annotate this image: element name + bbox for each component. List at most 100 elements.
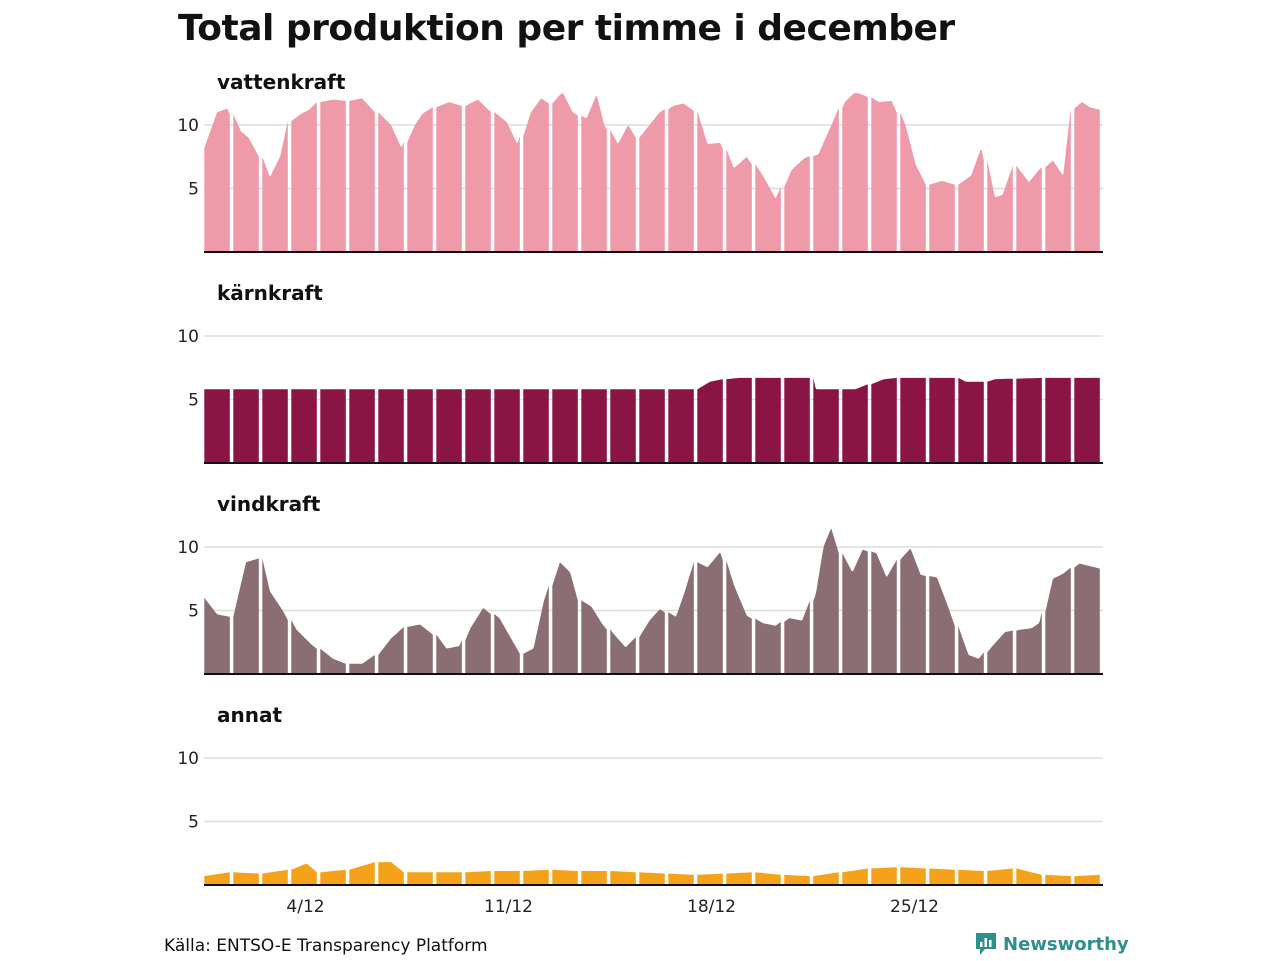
bar-vattenkraft-day-13: [552, 93, 578, 252]
bar-annat-day-25: [900, 867, 926, 885]
bar-kärnkraft-day-15: [610, 389, 636, 463]
bar-vattenkraft-day-11: [494, 111, 520, 253]
bar-kärnkraft-day-13: [552, 389, 578, 463]
bar-vattenkraft-day-25: [900, 112, 926, 253]
bar-annat-day-1: [204, 872, 230, 885]
bar-vattenkraft-day-8: [407, 107, 433, 252]
bar-kärnkraft-day-24: [871, 377, 897, 463]
y-tick-label: 5: [188, 180, 199, 200]
bar-kärnkraft-day-17: [668, 389, 694, 463]
bar-vindkraft-day-27: [958, 626, 984, 674]
bar-vattenkraft-day-17: [668, 103, 694, 252]
bar-annat-day-10: [465, 871, 491, 885]
bar-kärnkraft-day-23: [842, 384, 868, 463]
bar-vattenkraft-day-2: [233, 114, 259, 252]
chart-title: Total produktion per timme i december: [178, 8, 955, 49]
bar-vindkraft-day-13: [552, 562, 578, 674]
bar-kärnkraft-day-19: [726, 377, 752, 463]
y-tick-label: 5: [188, 813, 199, 833]
bar-annat-day-16: [639, 872, 665, 885]
bar-annat-day-22: [813, 872, 839, 885]
bar-vindkraft-day-24: [871, 551, 897, 674]
bar-kärnkraft-day-14: [581, 389, 607, 463]
bar-vattenkraft-day-6: [349, 98, 375, 252]
bar-annat-day-6: [349, 862, 375, 885]
bar-kärnkraft-day-26: [929, 377, 955, 463]
bar-annat-day-4: [291, 863, 317, 885]
bar-vindkraft-day-6: [349, 655, 375, 674]
x-tick-label: 25/12: [890, 897, 939, 917]
bar-vattenkraft-day-21: [784, 156, 810, 252]
brand-logo-group[interactable]: Newsworthy: [975, 932, 1129, 956]
bar-kärnkraft-day-9: [436, 389, 462, 463]
source-note: Källa: ENTSO-E Transparency Platform: [164, 936, 488, 956]
bar-vattenkraft-day-15: [610, 125, 636, 252]
y-tick-label: 5: [188, 391, 199, 411]
bar-kärnkraft-day-7: [378, 389, 404, 463]
panel-vattenkraft: 5 10 vattenkraft: [177, 70, 1103, 253]
panel-vindkraft: 5 10 vindkraft: [177, 492, 1103, 675]
bar-vindkraft-day-1: [204, 597, 230, 674]
bar-vattenkraft-day-31: [1074, 102, 1100, 252]
bar-vindkraft-day-28: [987, 630, 1013, 674]
bar-vattenkraft-day-20: [755, 164, 781, 252]
bar-vindkraft-day-15: [610, 629, 636, 674]
bar-vindkraft-day-10: [465, 608, 491, 674]
bar-vindkraft-day-20: [755, 618, 781, 674]
bar-vattenkraft-day-1: [204, 108, 230, 252]
bar-annat-day-13: [552, 869, 578, 885]
bar-vindkraft-day-25: [900, 549, 926, 674]
bar-vindkraft-day-29: [1016, 612, 1042, 674]
bar-kärnkraft-day-6: [349, 389, 375, 463]
bar-vattenkraft-day-10: [465, 99, 491, 252]
bar-vattenkraft-day-16: [639, 109, 665, 252]
bar-vattenkraft-day-27: [958, 149, 984, 252]
bar-vattenkraft-day-23: [842, 93, 868, 252]
bar-kärnkraft-day-2: [233, 389, 259, 463]
bar-annat-day-5: [320, 869, 346, 885]
bar-vindkraft-day-8: [407, 624, 433, 674]
bar-annat-day-23: [842, 868, 868, 885]
bar-annat-day-8: [407, 872, 433, 885]
bar-vattenkraft-day-14: [581, 95, 607, 252]
panel-kärnkraft: 5 10 kärnkraft: [177, 281, 1103, 464]
panel-title-vindkraft: vindkraft: [217, 492, 321, 516]
bar-kärnkraft-day-16: [639, 389, 665, 463]
panel-title-vattenkraft: vattenkraft: [217, 70, 346, 94]
bar-vattenkraft-day-5: [320, 99, 346, 252]
bar-annat-day-2: [233, 872, 259, 885]
bar-vindkraft-day-21: [784, 600, 810, 674]
bar-vindkraft-day-4: [291, 620, 317, 674]
bar-vindkraft-day-2: [233, 558, 259, 674]
bar-kärnkraft-day-27: [958, 377, 984, 463]
bar-annat-day-21: [784, 874, 810, 885]
bar-kärnkraft-day-12: [523, 389, 549, 463]
bar-vindkraft-day-19: [726, 560, 752, 674]
bar-annat-day-27: [958, 869, 984, 885]
bar-annat-day-28: [987, 868, 1013, 885]
x-tick-label: 18/12: [687, 897, 736, 917]
bar-vattenkraft-day-30: [1045, 108, 1071, 252]
bar-kärnkraft-day-28: [987, 378, 1013, 463]
x-tick-label: 4/12: [286, 897, 324, 917]
bar-vindkraft-day-7: [378, 627, 404, 674]
bar-vattenkraft-day-18: [697, 111, 723, 252]
y-tick-label: 10: [177, 538, 199, 558]
bar-annat-day-17: [668, 873, 694, 885]
bar-vindkraft-day-3: [262, 558, 288, 674]
bar-vindkraft-day-14: [581, 600, 607, 674]
brand-name: Newsworthy: [1003, 933, 1129, 955]
x-tick-label: 11/12: [484, 897, 533, 917]
bar-annat-day-18: [697, 873, 723, 885]
bar-vindkraft-day-11: [494, 614, 520, 674]
bar-vattenkraft-day-3: [262, 121, 288, 252]
bar-kärnkraft-day-10: [465, 389, 491, 463]
bar-vindkraft-day-18: [697, 552, 723, 674]
bar-kärnkraft-day-5: [320, 389, 346, 463]
bar-vattenkraft-day-9: [436, 102, 462, 252]
bar-vattenkraft-day-26: [929, 180, 955, 252]
bar-annat-day-12: [523, 869, 549, 885]
bar-vindkraft-day-9: [436, 634, 462, 674]
bar-vattenkraft-day-22: [813, 108, 839, 252]
bar-vattenkraft-day-12: [523, 98, 549, 252]
